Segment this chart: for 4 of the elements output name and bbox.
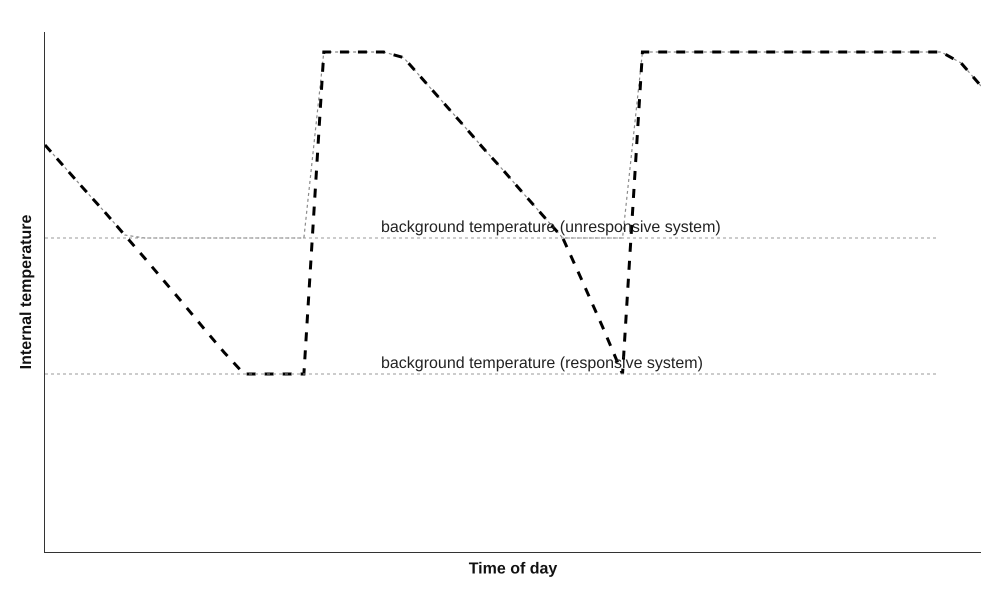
ref-line-label: background temperature (responsive system)	[381, 355, 703, 372]
y-axis-title: Internal temperature	[18, 214, 35, 370]
x-axis-title: Time of day	[468, 560, 558, 578]
ref-line-label: background temperature (unresponsive system)	[381, 219, 721, 236]
